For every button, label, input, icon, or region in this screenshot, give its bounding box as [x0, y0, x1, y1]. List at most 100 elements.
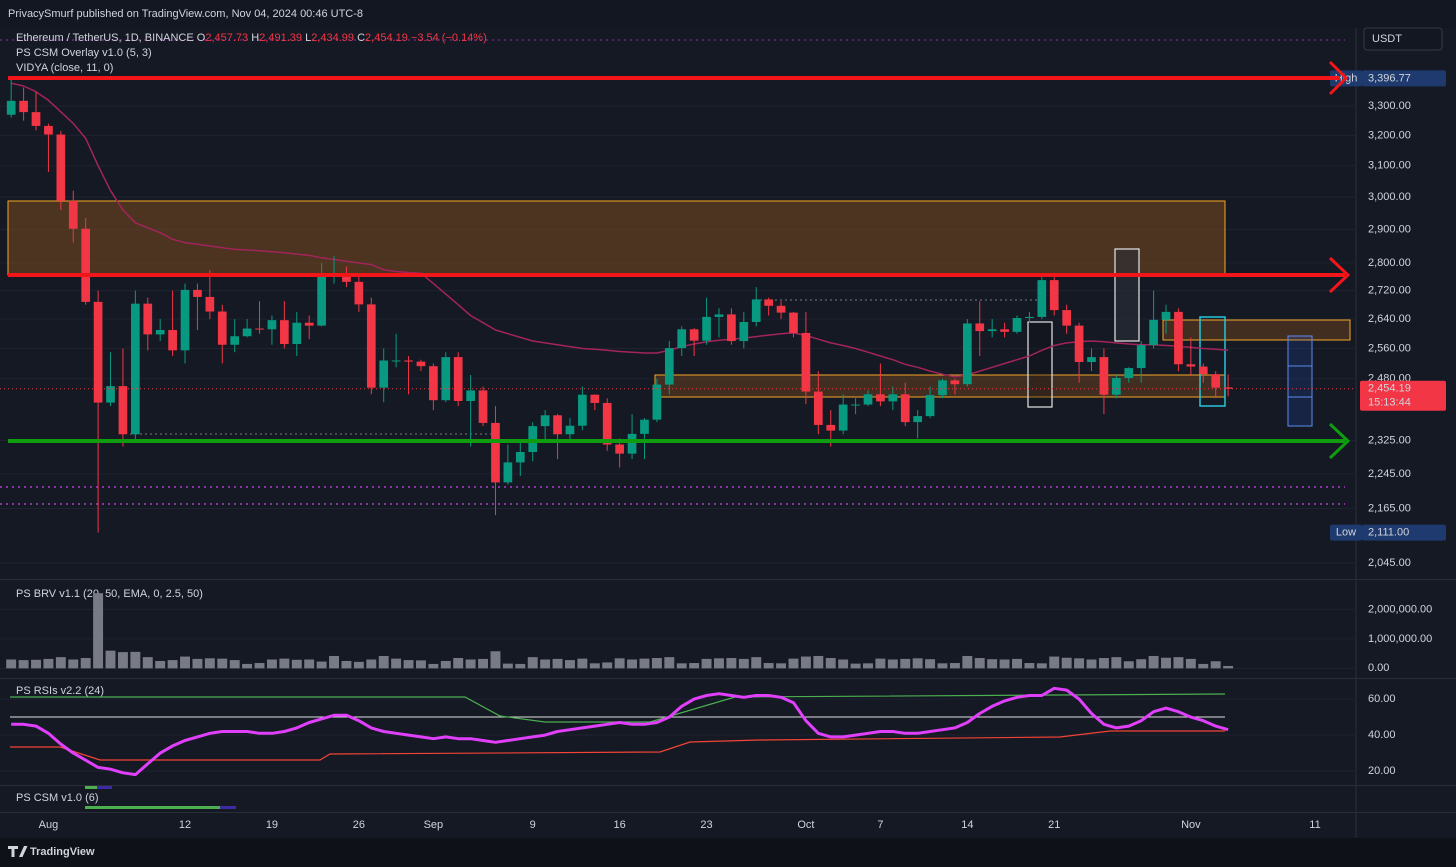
x-tick-label: 21 [1048, 819, 1060, 831]
box [1027, 321, 1053, 408]
y-tick-label: 0.00 [1368, 662, 1389, 674]
y-tick-label: 2,800.00 [1368, 257, 1411, 269]
candle-body [317, 275, 326, 326]
x-tick-label: Aug [39, 819, 59, 831]
volume-bar [714, 658, 724, 669]
candle-body [391, 360, 401, 362]
candle-body [764, 299, 773, 306]
candle-body [416, 361, 426, 367]
candle-body [664, 348, 674, 385]
candle-body [677, 329, 687, 349]
candle-body [652, 384, 662, 420]
candle-body [1074, 325, 1084, 362]
y-tick-label: 2,900.00 [1368, 223, 1411, 235]
volume-bar [403, 660, 414, 669]
y-tick-label: 3,300.00 [1368, 100, 1411, 112]
candle-body [304, 322, 314, 326]
candle-body [739, 321, 749, 342]
candle-body [553, 415, 562, 435]
candle-body [205, 296, 215, 312]
volume-bar [912, 658, 923, 669]
candle-body [962, 323, 972, 385]
candle-body [801, 332, 811, 392]
volume-bar [1086, 659, 1097, 669]
marker-price-box [1362, 70, 1446, 87]
candle-body [1000, 329, 1009, 332]
change: −3.54 (−0.14%) [411, 32, 487, 44]
marker-price: 2,111.00 [1368, 527, 1409, 539]
volume-bar [776, 663, 787, 669]
candle-body [826, 424, 836, 431]
candle-body [491, 422, 500, 483]
candle-body [366, 304, 376, 388]
candle-body [1099, 357, 1109, 395]
marker-box [1330, 524, 1362, 541]
candle-body [379, 360, 389, 388]
pane-title: PS RSIs v2.2 (24) [16, 685, 104, 697]
volume-bar [751, 657, 762, 669]
volume-bar [366, 659, 377, 669]
volume-bar [391, 658, 402, 669]
footer-bar [0, 838, 1456, 867]
publisher: PrivacySmurf published on TradingView.co… [8, 8, 363, 20]
x-tick-label: Nov [1181, 819, 1201, 831]
candle-body [1062, 310, 1072, 326]
candle-body [1223, 387, 1233, 389]
candle-body [689, 329, 699, 341]
candle-body [292, 322, 302, 345]
candle-body [727, 314, 736, 342]
volume-bar [80, 658, 91, 669]
volume-bar [68, 659, 79, 669]
volume-bar [1198, 663, 1209, 669]
rsi-line [11, 686, 1229, 777]
candle-body [1174, 311, 1183, 365]
candle-body [1037, 280, 1047, 317]
volume-bar [788, 658, 799, 669]
y-tick-label: 20.00 [1368, 765, 1396, 777]
ohlc-key: C [357, 32, 365, 44]
ohlc-value: 2,434.99 [311, 32, 354, 44]
candle-body [242, 328, 252, 337]
supply-zone [7, 200, 1226, 276]
candle-body [19, 100, 28, 113]
candle-body [193, 289, 202, 297]
candle-body [615, 444, 624, 454]
rsi-lower-band [10, 730, 1225, 761]
currency: USDT [1372, 33, 1402, 45]
pane-title: PS CSM v1.0 (6) [16, 792, 99, 804]
volume-bar [1049, 656, 1060, 669]
indicator-label: VIDYA (close, 11, 0) [16, 62, 113, 74]
volume-bar [887, 659, 898, 669]
volume-bar [105, 650, 116, 669]
volume-bar [378, 655, 389, 669]
box [1199, 316, 1226, 407]
candle-body [1211, 374, 1221, 388]
marker-label: Low [1336, 527, 1356, 539]
candle-body [466, 390, 475, 401]
volume-bar [204, 658, 215, 669]
x-tick-label: 19 [266, 819, 278, 831]
last-price-box [1360, 380, 1446, 411]
candle-body [503, 462, 513, 483]
candle-body [1087, 357, 1096, 362]
currency-box[interactable] [1363, 27, 1443, 51]
volume-bar [6, 659, 17, 669]
volume-bar [1223, 665, 1234, 669]
volume-bar [478, 658, 489, 669]
candle-body [453, 357, 463, 401]
candle-body [863, 394, 873, 405]
volume-bar [540, 659, 551, 669]
candle-body [702, 316, 711, 341]
volume-bar [527, 657, 538, 669]
candle-body [44, 125, 53, 135]
candle-body [217, 311, 227, 345]
candle-body [429, 366, 438, 401]
x-tick-label: 9 [530, 819, 536, 831]
vidya-line [11, 82, 1229, 378]
candle-body [131, 303, 140, 435]
y-tick-label: 3,200.00 [1368, 129, 1411, 141]
volume-bar [664, 657, 675, 669]
volume-bar [589, 663, 600, 669]
x-tick-label: 12 [179, 819, 191, 831]
volume-bar [1098, 658, 1109, 669]
